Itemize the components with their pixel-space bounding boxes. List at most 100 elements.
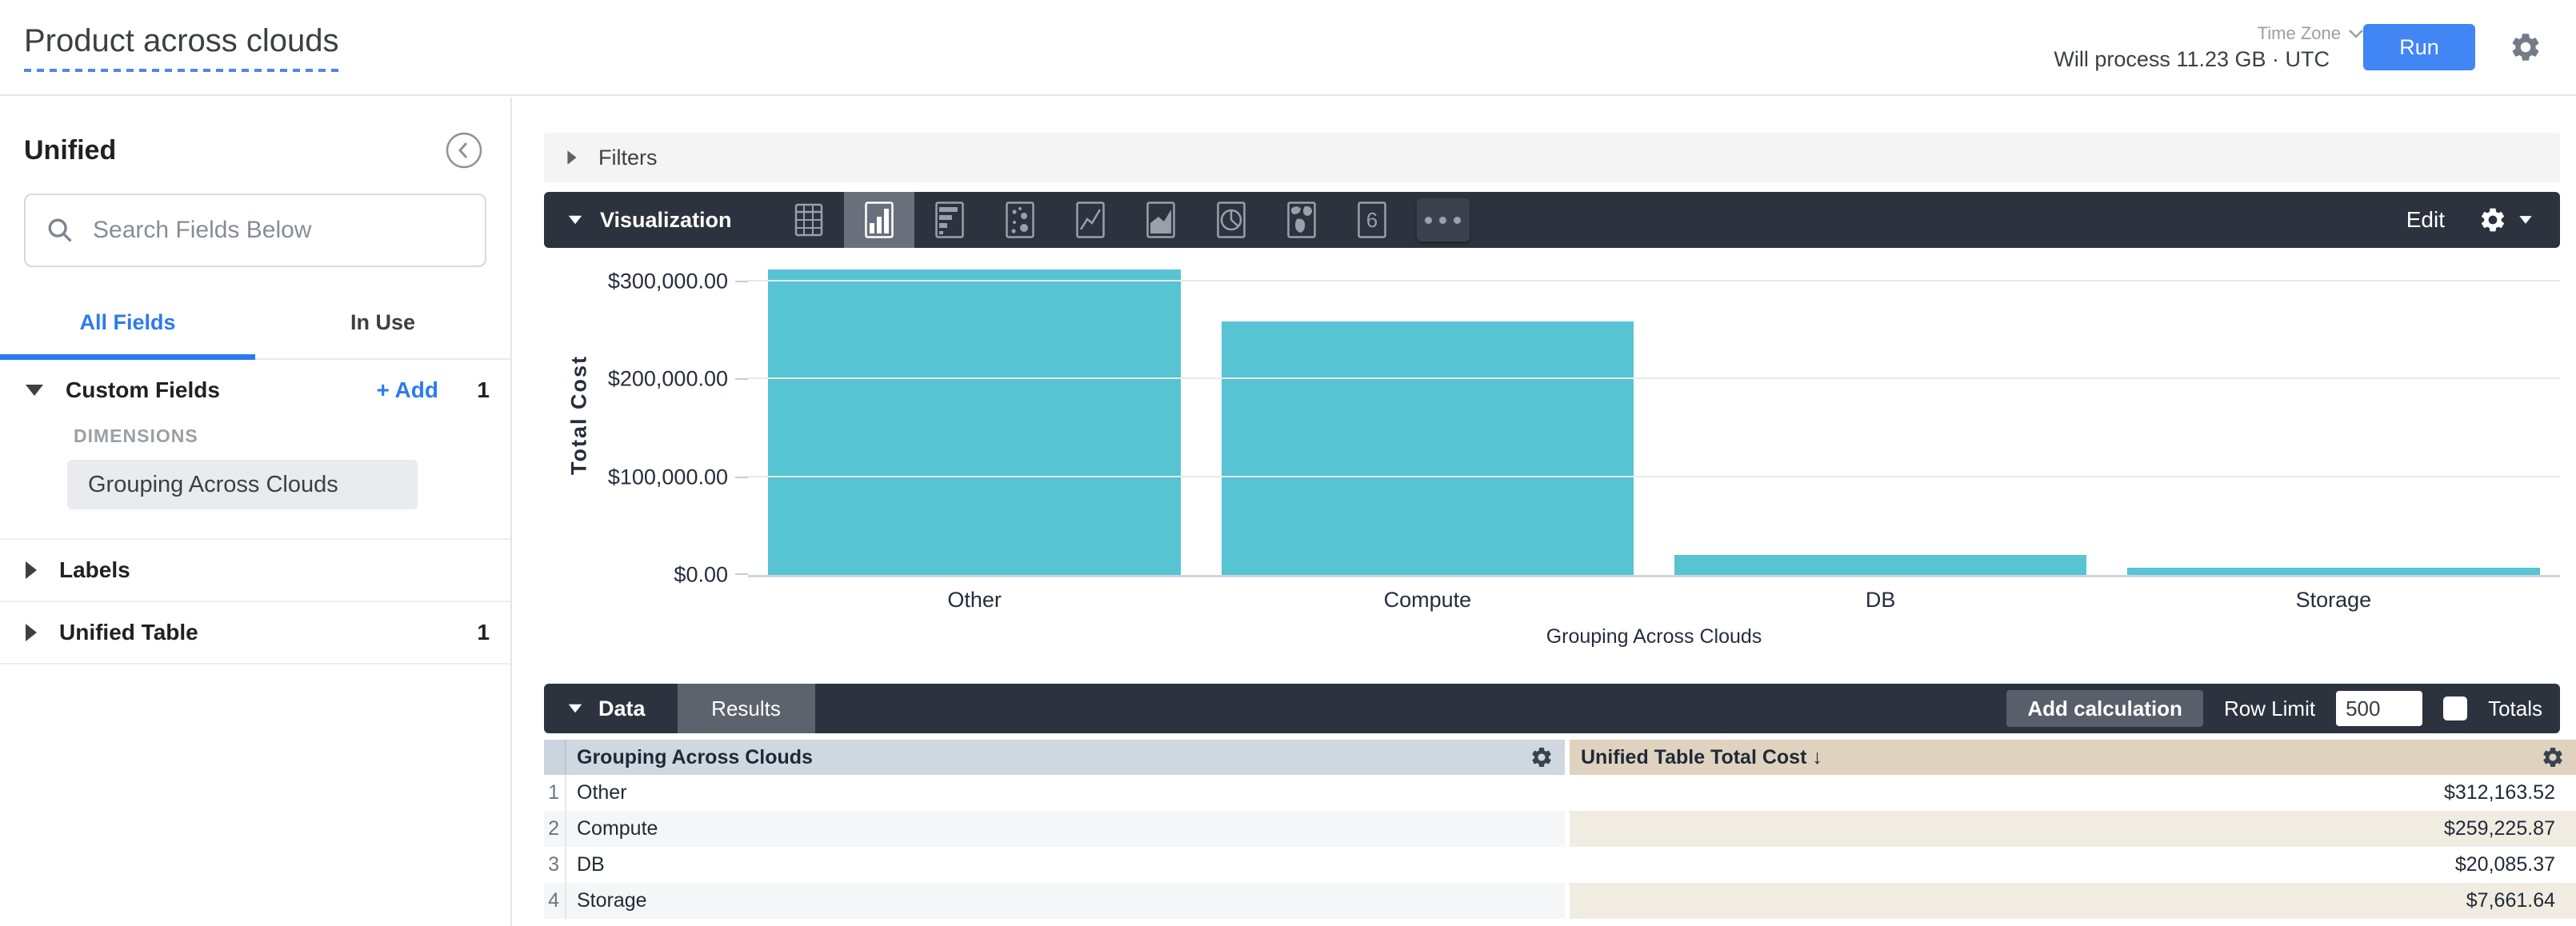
bar-chart: $0.00 $100,000.00 $200,000.00 $300,000.00 T… bbox=[544, 248, 2560, 676]
run-button[interactable]: Run bbox=[2363, 24, 2475, 70]
chevron-down-icon bbox=[2349, 29, 2363, 38]
tab-results[interactable]: Results bbox=[677, 684, 815, 733]
section-custom-fields-header[interactable]: Custom Fields + Add 1 bbox=[0, 360, 510, 421]
bar-db[interactable] bbox=[1674, 555, 2087, 575]
visualization-label: Visualization bbox=[600, 207, 732, 232]
dimension-cell[interactable]: Storage bbox=[566, 883, 1565, 919]
filters-bar[interactable]: Filters bbox=[544, 133, 2560, 182]
measure-cell[interactable]: $7,661.64 bbox=[1570, 883, 2576, 919]
dimension-column-header[interactable]: Grouping Across Clouds bbox=[566, 740, 1565, 775]
dimension-cell[interactable]: Other bbox=[566, 775, 1565, 811]
triangle-right-icon bbox=[26, 624, 37, 641]
row-number: 3 bbox=[544, 847, 566, 883]
process-info-block: Time Zone Will process 11.23 GB · UTC bbox=[2054, 23, 2363, 72]
gear-icon bbox=[2478, 206, 2507, 234]
edit-button[interactable]: Edit bbox=[2406, 207, 2445, 232]
gridline bbox=[748, 377, 2560, 379]
bar-cell bbox=[1201, 255, 1654, 575]
area-chart-viz-icon[interactable] bbox=[1126, 192, 1196, 248]
totals-label: Totals bbox=[2488, 696, 2542, 720]
timezone-label: Time Zone bbox=[2257, 22, 2341, 43]
axis-tick bbox=[735, 573, 748, 575]
data-label: Data bbox=[598, 696, 646, 720]
table-viz-icon[interactable] bbox=[774, 192, 844, 248]
bar-compute[interactable] bbox=[1221, 321, 1634, 575]
header-actions: Time Zone Will process 11.23 GB · UTC Ru… bbox=[2054, 23, 2542, 72]
add-custom-field-button[interactable]: + Add bbox=[376, 377, 438, 402]
section-labels: Labels bbox=[0, 540, 510, 602]
search-icon bbox=[48, 218, 72, 242]
dimension-cell[interactable]: DB bbox=[566, 847, 1565, 883]
data-collapse[interactable]: Data bbox=[544, 696, 678, 721]
row-number-header bbox=[544, 740, 566, 775]
table-row: 2 Compute $259,225.87 bbox=[544, 811, 2576, 847]
bar-cell bbox=[748, 255, 1201, 575]
triangle-right-icon bbox=[26, 561, 37, 579]
section-unified-table-header[interactable]: Unified Table 1 bbox=[0, 602, 510, 663]
bars-container bbox=[748, 255, 2560, 575]
settings-gear-icon[interactable] bbox=[2509, 30, 2542, 64]
x-axis-title: Grouping Across Clouds bbox=[1546, 625, 1762, 648]
search-input[interactable] bbox=[91, 216, 477, 245]
field-search bbox=[24, 194, 486, 267]
field-grouping-across-clouds[interactable]: Grouping Across Clouds bbox=[67, 460, 418, 509]
table-row: 1 Other $312,163.52 bbox=[544, 775, 2576, 811]
column-gear-icon[interactable] bbox=[2541, 745, 2565, 769]
single-value-glyph: 6 bbox=[1366, 208, 1377, 232]
dimension-cell[interactable]: Compute bbox=[566, 811, 1565, 847]
tab-all-fields[interactable]: All Fields bbox=[0, 299, 255, 360]
section-labels-header[interactable]: Labels bbox=[0, 540, 510, 601]
row-limit-input[interactable] bbox=[2336, 691, 2423, 726]
bar-other[interactable] bbox=[768, 269, 1181, 575]
field-picker-sidebar: Unified All Fields In Use Custom Fields … bbox=[0, 98, 512, 926]
column-chart-viz-icon[interactable] bbox=[843, 192, 914, 248]
scatter-chart-viz-icon[interactable] bbox=[985, 192, 1055, 248]
section-label: Labels bbox=[59, 557, 130, 582]
gridline bbox=[748, 280, 2560, 281]
data-bar: Data Results Add calculation Row Limit T… bbox=[544, 684, 2560, 733]
triangle-right-icon bbox=[567, 150, 577, 165]
map-viz-icon[interactable] bbox=[1266, 192, 1337, 248]
visualization-collapse[interactable]: Visualization bbox=[544, 208, 732, 233]
single-value-viz-icon[interactable]: 6 bbox=[1337, 192, 1407, 248]
results-table: Grouping Across Clouds Unified Table Tot… bbox=[544, 740, 2576, 919]
section-count: 1 bbox=[477, 377, 490, 402]
y-axis: $0.00 $100,000.00 $200,000.00 $300,000.00 bbox=[544, 248, 728, 676]
row-number: 1 bbox=[544, 775, 566, 811]
triangle-down-icon bbox=[2519, 216, 2532, 224]
measure-column-header[interactable]: Unified Table Total Cost ↓ bbox=[1570, 740, 2576, 775]
triangle-down-icon bbox=[568, 704, 582, 713]
column-gear-icon[interactable] bbox=[1530, 745, 1554, 769]
viz-type-picker: 6 bbox=[774, 192, 1470, 248]
section-label: Unified Table bbox=[59, 620, 198, 645]
add-calculation-button[interactable]: Add calculation bbox=[2006, 690, 2203, 727]
measure-cell[interactable]: $259,225.87 bbox=[1570, 811, 2576, 847]
section-unified-table: Unified Table 1 bbox=[0, 602, 510, 665]
totals-checkbox[interactable] bbox=[2443, 696, 2468, 720]
column-gap bbox=[1565, 740, 1570, 775]
page-title[interactable]: Product across clouds bbox=[24, 22, 339, 72]
tab-in-use[interactable]: In Use bbox=[350, 310, 416, 334]
viz-settings-button[interactable] bbox=[2478, 206, 2534, 234]
viz-actions: Edit bbox=[2406, 206, 2560, 234]
measure-column-label: Unified Table Total Cost ↓ bbox=[1581, 745, 1822, 768]
table-body: 1 Other $312,163.52 2 Compute $259,225.8… bbox=[544, 775, 2576, 919]
collapse-panel-icon[interactable] bbox=[445, 131, 483, 170]
measure-cell[interactable]: $312,163.52 bbox=[1570, 775, 2576, 811]
bar-chart-viz-icon[interactable] bbox=[914, 192, 985, 248]
row-number: 4 bbox=[544, 883, 566, 919]
x-axis-category-label: DB bbox=[1865, 588, 1896, 612]
axis-tick bbox=[735, 281, 748, 282]
more-viz-types-button[interactable] bbox=[1416, 198, 1470, 241]
triangle-down-icon bbox=[26, 385, 43, 396]
x-axis-labels: Other Compute DB Storage bbox=[748, 588, 2560, 613]
timezone-selector[interactable]: Time Zone bbox=[2258, 23, 2365, 44]
y-axis-tick-label: $100,000.00 bbox=[607, 465, 728, 489]
line-chart-viz-icon[interactable] bbox=[1055, 192, 1126, 248]
triangle-down-icon bbox=[568, 215, 582, 225]
bar-storage[interactable] bbox=[2127, 568, 2540, 575]
y-axis-title: Total Cost bbox=[566, 355, 591, 475]
pie-chart-viz-icon[interactable] bbox=[1196, 192, 1266, 248]
measure-cell[interactable]: $20,085.37 bbox=[1570, 847, 2576, 883]
